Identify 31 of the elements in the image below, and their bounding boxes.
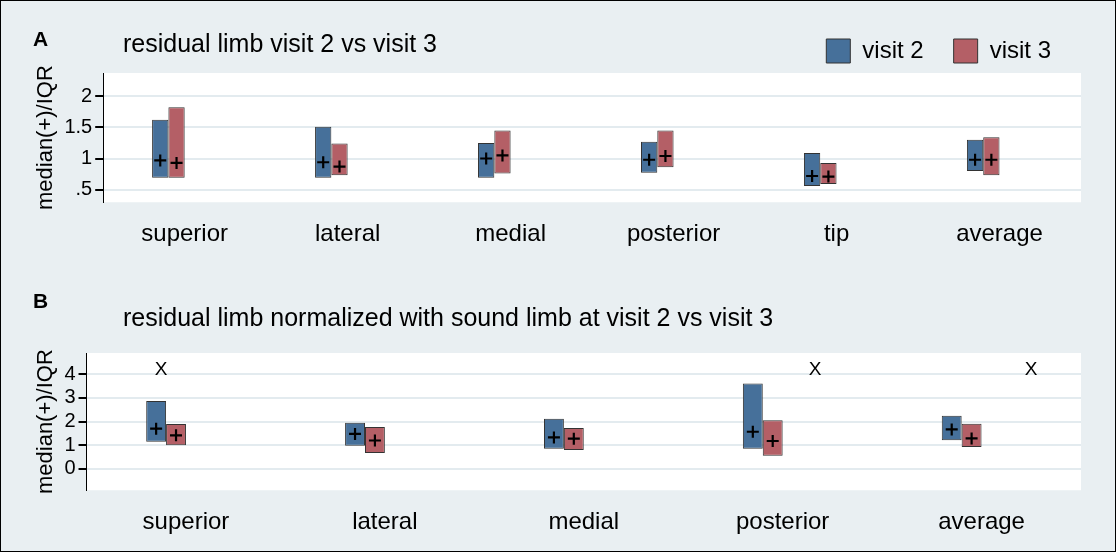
annotation: X	[808, 358, 822, 380]
x-tick-label: average	[956, 219, 1043, 247]
text: A	[33, 27, 49, 51]
x-tick-label: posterior	[626, 219, 721, 247]
y-tick-label: 4	[64, 361, 76, 384]
x-tick-label: medial	[548, 507, 620, 535]
x-tick-label: tip	[823, 219, 850, 247]
y-tick-label: .5	[75, 177, 93, 200]
y-axis-title: median(+)/IQR	[32, 65, 58, 211]
x-tick-label: lateral	[352, 507, 418, 535]
y-axis-title: median(+)/IQR	[32, 349, 58, 495]
legend-label: visit 2	[862, 35, 924, 63]
annotation: X	[1024, 358, 1038, 380]
annotation: X	[154, 358, 168, 380]
text: B	[33, 289, 49, 313]
y-tick-label: 3	[64, 385, 76, 408]
y-tick-label: 2	[81, 83, 93, 106]
x-tick-label: lateral	[314, 219, 381, 247]
chart-title: residual limb visit 2 vs visit 3	[123, 29, 437, 58]
x-tick-label: superior	[142, 507, 230, 535]
x-tick-label: average	[938, 507, 1025, 535]
x-tick-label: superior	[141, 219, 229, 247]
y-tick-label: 2	[64, 409, 76, 432]
y-tick-label: 1.5	[64, 114, 93, 137]
chart-title: residual limb normalized with sound limb at visit 2 vs visit 3	[123, 303, 774, 332]
y-tick-label: 0	[64, 456, 76, 479]
legend-label: visit 3	[989, 35, 1052, 63]
y-tick-label: 1	[81, 146, 93, 169]
y-tick-label: 1	[64, 432, 76, 455]
x-tick-label: medial	[475, 219, 546, 247]
x-tick-label: posterior	[735, 507, 830, 535]
